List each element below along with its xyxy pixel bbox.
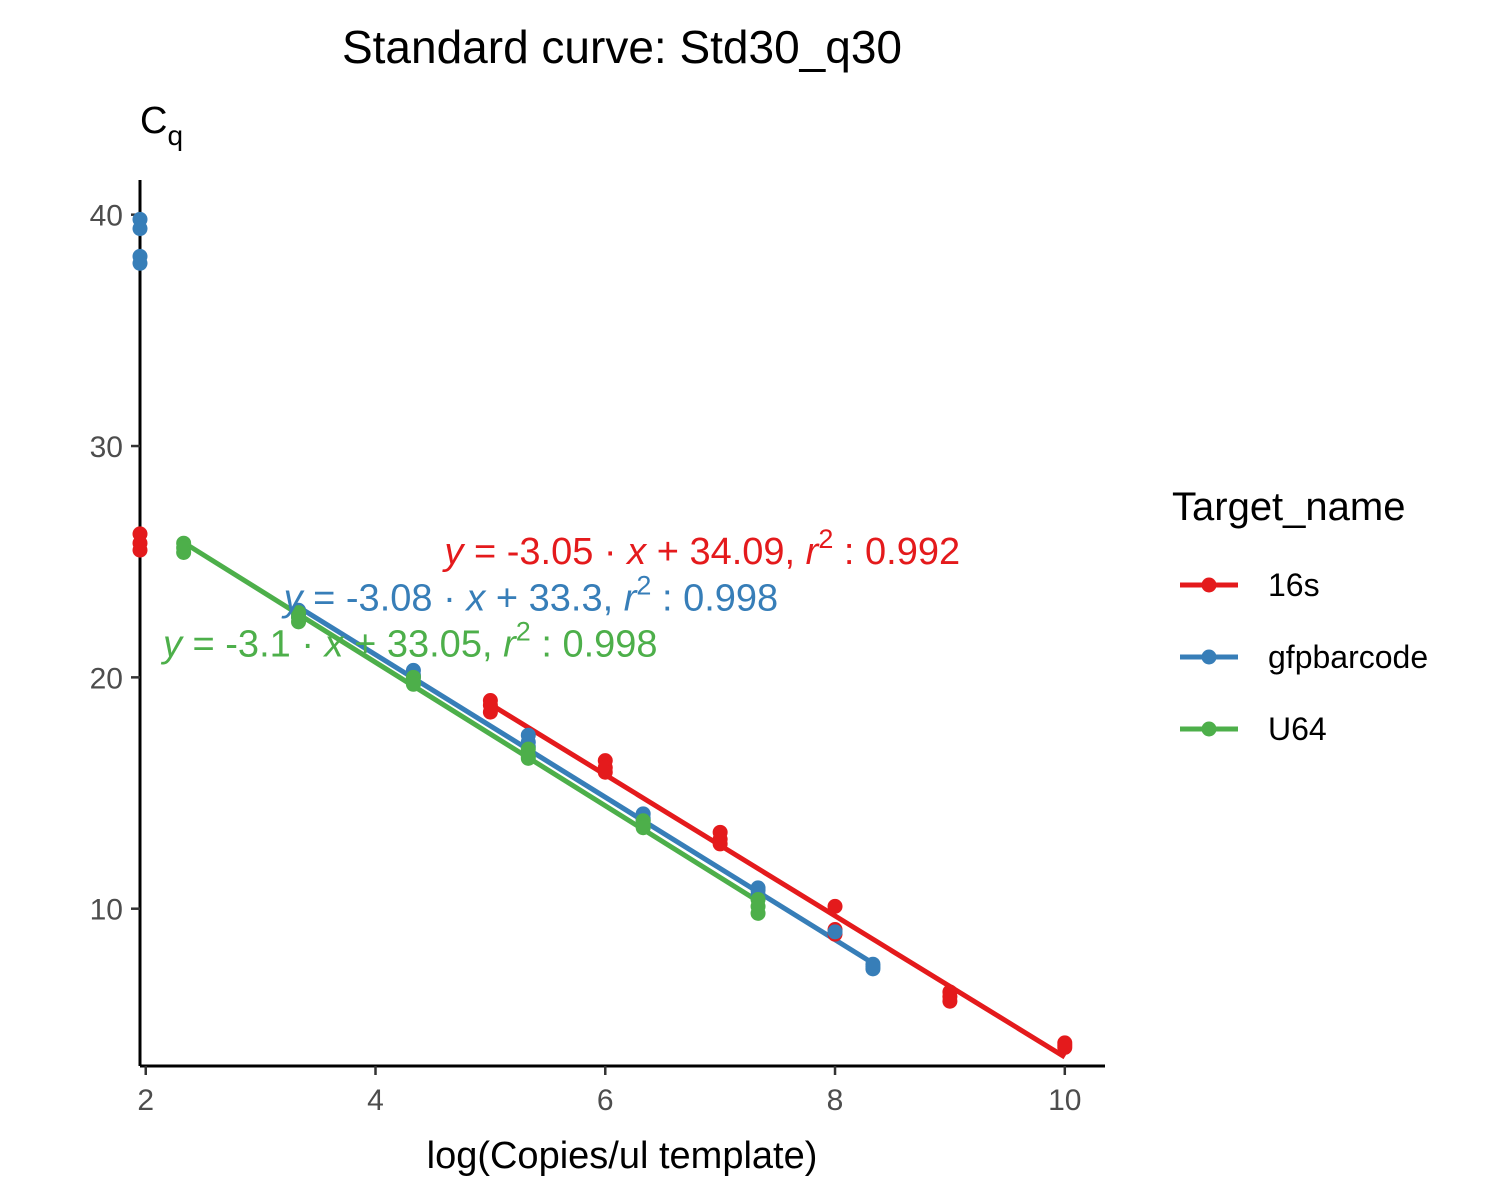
equation-part: 2 — [516, 617, 531, 647]
data-point-u64 — [176, 544, 192, 560]
x-tick-label: 6 — [597, 1084, 614, 1117]
data-point-u64 — [635, 820, 651, 836]
equation-part: 33.3, — [529, 577, 624, 619]
data-point-16s — [942, 993, 958, 1009]
equation-part: · — [291, 624, 325, 666]
data-point-u64 — [750, 905, 766, 921]
y-tick-label: 40 — [90, 200, 123, 233]
legend: Target_name 16s gfpbarcode U64 — [1172, 485, 1428, 747]
data-point-u64 — [405, 676, 421, 692]
x-axis-title: log(Copies/ul template) — [427, 1135, 818, 1177]
legend-key-point-u64 — [1201, 721, 1217, 737]
equation-gfpbarcode: y = -3.08 · x + 33.3, r2 : 0.998 — [281, 570, 779, 619]
equation-part: : 0.992 — [833, 531, 960, 573]
equation-part: x — [464, 577, 487, 619]
equation-part: · — [593, 531, 627, 573]
x-tick-label: 4 — [367, 1084, 384, 1117]
equation-part: : 0.998 — [651, 577, 778, 619]
data-point-16s — [827, 898, 843, 914]
fit-line-16s — [489, 702, 1067, 1060]
equation-part: = — [182, 624, 225, 666]
legend-key-point-16s — [1201, 577, 1217, 593]
data-point-16s — [712, 836, 728, 852]
equation-part: · — [433, 577, 467, 619]
fit-line-u64 — [182, 540, 760, 904]
legend-label-gfpbarcode: gfpbarcode — [1268, 639, 1428, 675]
equation-part: -3.1 — [225, 624, 290, 666]
data-point-gfpbarcode — [865, 959, 881, 975]
equation-u64: y = -3.1 · x + 33.05, r2 : 0.998 — [160, 617, 658, 666]
data-point-16s — [597, 764, 613, 780]
equation-part: x — [323, 624, 346, 666]
data-point-u64 — [291, 614, 307, 630]
equation-part: 2 — [818, 524, 833, 554]
legend-label-u64: U64 — [1268, 711, 1327, 747]
equation-part: r — [624, 577, 638, 619]
x-tick-label: 8 — [827, 1084, 844, 1117]
chart-title: Standard curve: Std30_q30 — [342, 21, 902, 73]
equation-part: 34.09, — [689, 531, 805, 573]
equation-part: + — [344, 624, 387, 666]
equation-part: + — [485, 577, 528, 619]
equation-part: r — [503, 624, 517, 666]
equation-part: + — [646, 531, 689, 573]
legend-title: Target_name — [1172, 485, 1405, 529]
data-point-gfpbarcode — [132, 221, 148, 237]
equation-part: : 0.998 — [531, 624, 658, 666]
axes: 2 4 6 8 10 10 20 30 40 — [90, 180, 1105, 1117]
equation-part: -3.05 — [507, 531, 594, 573]
equation-part: y — [160, 624, 184, 666]
equation-part: = — [463, 531, 506, 573]
equation-part: -3.08 — [346, 577, 433, 619]
equation-part: 33.05, — [387, 624, 503, 666]
equation-part: y — [441, 531, 465, 573]
y-axis-title: Cq — [140, 100, 183, 151]
equation-part: y — [281, 577, 305, 619]
data-points — [132, 211, 1073, 1055]
y-tick-label: 30 — [90, 431, 123, 464]
equation-part: = — [303, 577, 346, 619]
legend-label-16s: 16s — [1268, 567, 1320, 603]
equation-part: r — [806, 531, 820, 573]
x-tick-label: 10 — [1048, 1084, 1081, 1117]
data-point-16s — [482, 704, 498, 720]
equation-part: 2 — [636, 570, 651, 600]
data-point-16s — [1057, 1037, 1073, 1053]
y-tick-label: 10 — [90, 894, 123, 927]
y-tick-label: 20 — [90, 662, 123, 695]
equation-part: x — [625, 531, 648, 573]
fit-line-gfpbarcode — [297, 604, 875, 966]
y-axis-title-subscript: q — [167, 120, 183, 151]
data-point-u64 — [520, 750, 536, 766]
fit-lines — [182, 540, 1067, 1060]
equation-16s: y = -3.05 · x + 34.09, r2 : 0.992 — [441, 524, 960, 573]
data-point-16s — [132, 542, 148, 558]
x-tick-label: 2 — [137, 1084, 154, 1117]
legend-key-point-gfpbarcode — [1201, 649, 1217, 665]
y-axis-title-main: C — [140, 100, 167, 142]
data-point-gfpbarcode — [827, 924, 843, 940]
data-point-gfpbarcode — [132, 255, 148, 271]
